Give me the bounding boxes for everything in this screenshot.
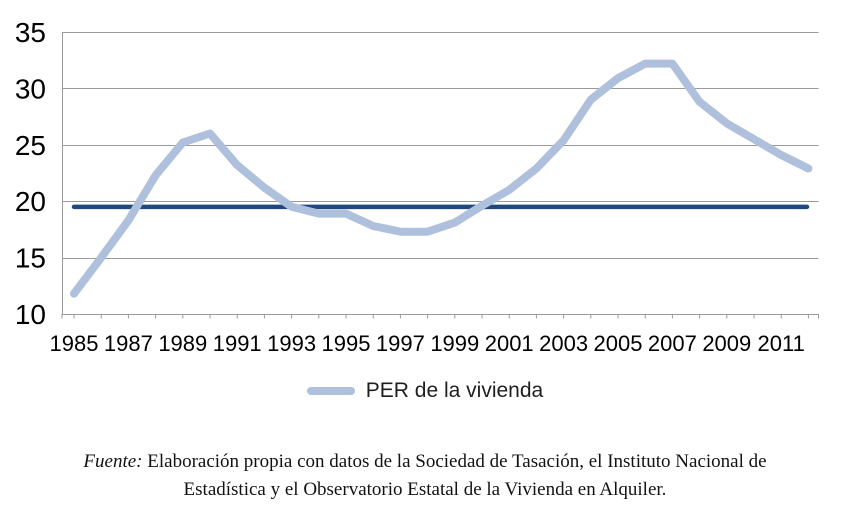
source-text-line-1: Elaboración propia con datos de la Socie… (147, 451, 767, 472)
gridlines (62, 32, 819, 315)
x-axis-label: 1995 (322, 331, 371, 356)
x-axis-label: 1985 (50, 331, 99, 356)
per-line-series (70, 59, 813, 298)
legend-label: PER de la vivienda (365, 379, 544, 402)
source-label: Fuente: (83, 451, 143, 472)
y-axis-label: 25 (15, 130, 46, 161)
x-axis-labels: 1985 1987 1989 1991 1993 1995 1997 1999 2001 2003… (50, 331, 805, 356)
x-axis-label: 2001 (485, 331, 534, 356)
y-axis-label: 15 (15, 243, 46, 274)
x-axis-label: 2007 (648, 331, 697, 356)
chart-legend: PER de la vivienda (0, 379, 850, 403)
source-note-line-1: Fuente: Elaboración propia con datos de … (0, 448, 850, 476)
axis-ticks (61, 314, 819, 319)
x-axis-label: 1993 (267, 331, 316, 356)
x-axis-label: 1987 (104, 331, 153, 356)
y-axis-label: 35 (15, 17, 46, 48)
legend-line-swatch (306, 387, 355, 395)
x-axis-label: 2009 (702, 331, 751, 356)
x-axis-label: 2003 (539, 331, 588, 356)
x-axis-label: 2011 (758, 331, 805, 356)
x-axis-label: 1999 (430, 331, 479, 356)
x-axis-label: 1997 (376, 331, 425, 356)
y-axis-label: 30 (15, 73, 46, 104)
y-axis-labels: 10 15 20 25 30 35 (15, 17, 46, 330)
x-axis-label: 2005 (594, 331, 643, 356)
y-axis-label: 10 (15, 299, 46, 330)
source-note-line-2: Estadística y el Observatorio Estatal de… (183, 479, 667, 500)
x-axis-label: 1989 (158, 331, 207, 356)
x-axis-label: 1991 (213, 331, 262, 356)
y-axis-label: 20 (15, 186, 46, 217)
source-note: Fuente: Elaboración propia con datos de … (0, 448, 850, 504)
per-data-line (70, 59, 813, 298)
